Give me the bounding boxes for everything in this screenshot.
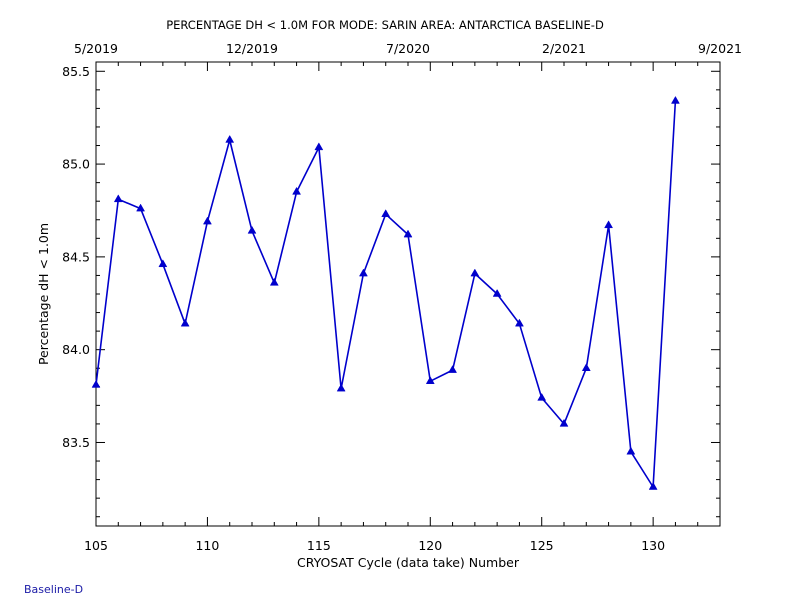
x-tick-label: 110 (195, 538, 219, 553)
y-tick-label: 83.5 (62, 435, 90, 450)
top-axis-date-label: 5/2019 (74, 41, 118, 56)
x-tick-label: 115 (307, 538, 331, 553)
data-point-marker (537, 392, 547, 401)
data-point-marker (492, 288, 502, 297)
data-point-marker (358, 268, 368, 277)
plot-frame (95, 61, 721, 527)
data-point-marker (648, 482, 658, 490)
top-axis-date-label: 7/2020 (386, 41, 430, 56)
top-axis-date-label: 12/2019 (226, 41, 278, 56)
data-series (91, 95, 680, 490)
data-point-marker (292, 186, 302, 195)
series-line (95, 100, 677, 488)
data-point-marker (269, 277, 279, 286)
top-axis-date-label: 2/2021 (542, 41, 586, 56)
y-axis-label: Percentage dH < 1.0m (36, 223, 51, 365)
data-point-marker (381, 209, 391, 217)
footer-baseline-label: Baseline-D (24, 583, 84, 596)
data-point-marker (425, 376, 435, 384)
data-point-marker (336, 383, 346, 392)
x-axis-label: CRYOSAT Cycle (data take) Number (297, 555, 520, 570)
data-point-marker (314, 142, 324, 151)
data-point-marker (670, 95, 680, 104)
data-point-marker (225, 134, 235, 143)
y-axis: 83.5 84.0 84.5 85.0 85.5 (62, 64, 720, 518)
y-tick-label: 85.0 (62, 157, 90, 172)
data-point-marker (247, 225, 257, 234)
top-axis-date-label: 9/2021 (698, 41, 742, 56)
data-point-marker (136, 203, 146, 212)
data-point-marker (470, 268, 480, 277)
data-point-marker (559, 418, 569, 427)
data-point-marker (581, 363, 591, 371)
y-tick-label: 84.0 (62, 342, 90, 357)
x-tick-label: 130 (641, 538, 665, 553)
y-tick-label: 84.5 (62, 249, 90, 264)
x-axis: 105 110 115 120 125 130 (84, 62, 721, 553)
data-point-marker (202, 216, 212, 225)
x-tick-label: 125 (530, 538, 554, 553)
data-point-marker (91, 379, 101, 388)
x-tick-label: 120 (418, 538, 442, 553)
data-point-marker (448, 365, 458, 373)
y-tick-label: 85.5 (62, 64, 90, 79)
top-axis: 5/2019 12/2019 7/2020 2/2021 9/2021 (74, 41, 742, 56)
data-point-marker (604, 220, 614, 229)
data-point-marker (514, 318, 524, 327)
x-tick-label: 105 (84, 538, 108, 553)
chart-title: PERCENTAGE DH < 1.0M FOR MODE: SARIN ARE… (166, 18, 604, 32)
data-point-marker (180, 318, 190, 327)
data-point-marker (158, 259, 168, 268)
data-point-marker (403, 229, 413, 238)
data-point-marker (113, 194, 123, 203)
data-point-marker (626, 446, 636, 455)
